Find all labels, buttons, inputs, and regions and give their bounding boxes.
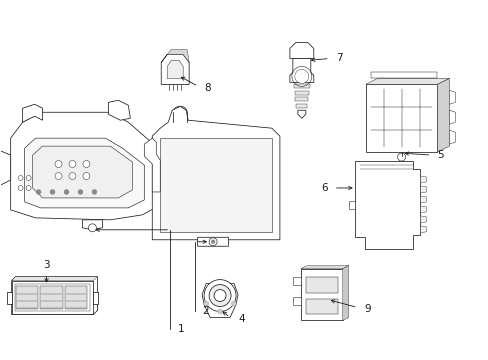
Polygon shape xyxy=(12,276,97,315)
Polygon shape xyxy=(152,106,279,240)
Bar xyxy=(16,285,38,310)
Polygon shape xyxy=(420,196,426,203)
Text: 3: 3 xyxy=(43,260,50,270)
Polygon shape xyxy=(7,292,12,303)
Circle shape xyxy=(92,189,97,194)
Text: 7: 7 xyxy=(335,54,342,63)
Bar xyxy=(40,285,63,310)
Polygon shape xyxy=(420,206,426,213)
Polygon shape xyxy=(448,110,454,124)
Text: 1: 1 xyxy=(178,324,184,334)
Text: 2: 2 xyxy=(202,306,208,316)
Text: 9: 9 xyxy=(364,305,370,315)
Circle shape xyxy=(203,280,236,311)
Circle shape xyxy=(83,172,90,180)
Circle shape xyxy=(18,176,23,180)
Polygon shape xyxy=(12,276,97,280)
Polygon shape xyxy=(294,91,308,95)
Polygon shape xyxy=(300,266,348,269)
Polygon shape xyxy=(289,58,313,82)
Circle shape xyxy=(203,301,208,306)
Bar xyxy=(15,284,90,311)
Polygon shape xyxy=(93,292,98,303)
Polygon shape xyxy=(11,112,160,220)
Circle shape xyxy=(209,285,230,306)
Polygon shape xyxy=(160,138,271,232)
Circle shape xyxy=(69,161,76,167)
Polygon shape xyxy=(161,50,189,62)
Polygon shape xyxy=(437,78,448,152)
Polygon shape xyxy=(167,60,183,78)
Polygon shape xyxy=(33,146,132,198)
Polygon shape xyxy=(420,176,426,183)
Circle shape xyxy=(231,301,236,306)
Circle shape xyxy=(26,185,31,190)
Polygon shape xyxy=(24,138,144,208)
Polygon shape xyxy=(420,186,426,193)
Bar xyxy=(370,72,437,78)
Polygon shape xyxy=(22,104,42,122)
Polygon shape xyxy=(420,216,426,223)
Circle shape xyxy=(18,185,23,190)
Bar xyxy=(65,285,87,310)
Polygon shape xyxy=(342,266,348,320)
Polygon shape xyxy=(144,138,160,192)
Polygon shape xyxy=(296,104,307,108)
Polygon shape xyxy=(82,220,102,230)
Circle shape xyxy=(26,176,31,180)
Text: 8: 8 xyxy=(203,84,210,93)
Polygon shape xyxy=(0,150,11,186)
Bar xyxy=(12,280,93,315)
Polygon shape xyxy=(305,298,337,315)
Polygon shape xyxy=(108,100,130,120)
Polygon shape xyxy=(365,78,448,84)
Circle shape xyxy=(78,189,83,194)
Polygon shape xyxy=(289,42,313,58)
Circle shape xyxy=(55,161,62,167)
Polygon shape xyxy=(354,161,420,249)
Polygon shape xyxy=(448,130,454,144)
Polygon shape xyxy=(420,226,426,233)
Text: 5: 5 xyxy=(437,150,443,160)
Circle shape xyxy=(209,238,217,246)
Polygon shape xyxy=(300,269,342,320)
Polygon shape xyxy=(160,164,176,200)
Polygon shape xyxy=(305,276,337,293)
Polygon shape xyxy=(161,54,189,84)
Circle shape xyxy=(294,69,308,84)
Circle shape xyxy=(55,172,62,180)
Circle shape xyxy=(211,240,215,244)
Polygon shape xyxy=(292,297,300,305)
Circle shape xyxy=(50,189,55,194)
Text: 4: 4 xyxy=(238,314,244,324)
Polygon shape xyxy=(293,84,309,88)
Circle shape xyxy=(217,309,222,314)
Polygon shape xyxy=(348,201,354,209)
Text: 6: 6 xyxy=(321,183,327,193)
Circle shape xyxy=(214,289,225,302)
Circle shape xyxy=(36,189,41,194)
Polygon shape xyxy=(448,90,454,104)
Polygon shape xyxy=(292,276,300,285)
Circle shape xyxy=(397,153,405,161)
Circle shape xyxy=(88,224,96,232)
Circle shape xyxy=(83,161,90,167)
Polygon shape xyxy=(295,97,307,101)
Circle shape xyxy=(69,172,76,180)
FancyBboxPatch shape xyxy=(197,237,228,246)
Polygon shape xyxy=(297,110,305,118)
Polygon shape xyxy=(202,284,238,318)
Circle shape xyxy=(64,189,69,194)
Polygon shape xyxy=(365,84,437,152)
